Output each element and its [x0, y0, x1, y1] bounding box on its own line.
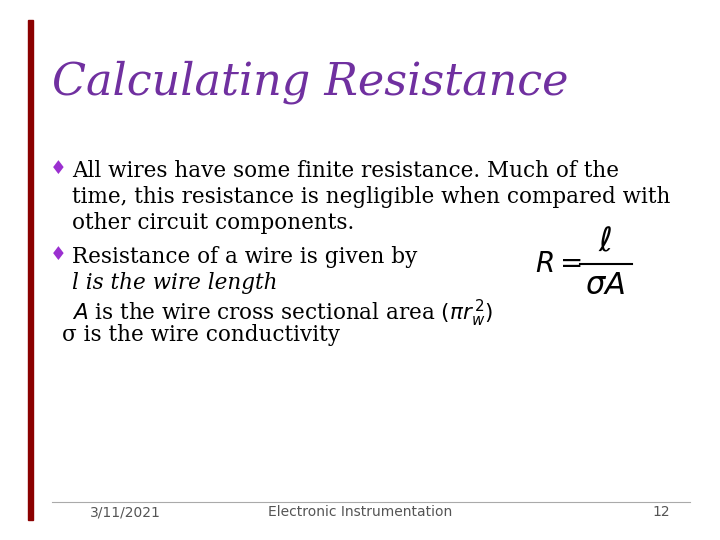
Text: 12: 12: [652, 505, 670, 519]
Bar: [28, 20, 33, 520]
Text: σ is the wire conductivity: σ is the wire conductivity: [62, 324, 340, 346]
Text: l is the wire length: l is the wire length: [72, 272, 277, 294]
Text: $A$ is the wire cross sectional area $(\pi r_w^{\,2})$: $A$ is the wire cross sectional area $(\…: [72, 298, 493, 329]
Text: other circuit components.: other circuit components.: [72, 212, 354, 234]
Text: $\ell$: $\ell$: [598, 226, 612, 258]
Text: $R =$: $R =$: [535, 251, 582, 278]
Text: Resistance of a wire is given by: Resistance of a wire is given by: [72, 246, 418, 268]
Text: ♦: ♦: [50, 246, 67, 264]
Text: Electronic Instrumentation: Electronic Instrumentation: [268, 505, 452, 519]
Text: Calculating Resistance: Calculating Resistance: [52, 60, 569, 104]
Text: 3/11/2021: 3/11/2021: [90, 505, 161, 519]
Text: ♦: ♦: [50, 160, 67, 178]
Text: time, this resistance is negligible when compared with: time, this resistance is negligible when…: [72, 186, 670, 208]
Text: All wires have some finite resistance. Much of the: All wires have some finite resistance. M…: [72, 160, 619, 182]
Text: $\sigma A$: $\sigma A$: [585, 271, 625, 301]
